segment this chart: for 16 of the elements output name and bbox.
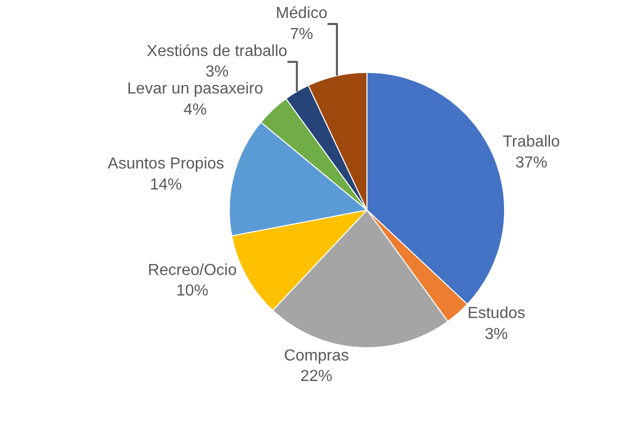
slice-label: Compras (284, 347, 349, 364)
slice-label: Xestións de traballo (146, 42, 288, 60)
data-label: 22% (300, 368, 332, 386)
slice-label: Estudos (467, 305, 526, 322)
data-label: 37% (515, 154, 548, 172)
data-label: 3% (205, 64, 229, 81)
slice-label: Recreo/Ocio (148, 262, 237, 279)
data-label: 10% (176, 282, 208, 300)
slice-label: Médico (276, 5, 328, 22)
slice-label: Levar un pasaxeiro (127, 80, 264, 98)
slice-label: Traballo (502, 133, 560, 150)
data-label: 3% (484, 326, 508, 343)
data-label: 14% (150, 176, 182, 194)
slice-label: Asuntos Propios (108, 156, 224, 173)
data-label: 7% (290, 26, 314, 43)
data-label: 4% (184, 102, 207, 119)
